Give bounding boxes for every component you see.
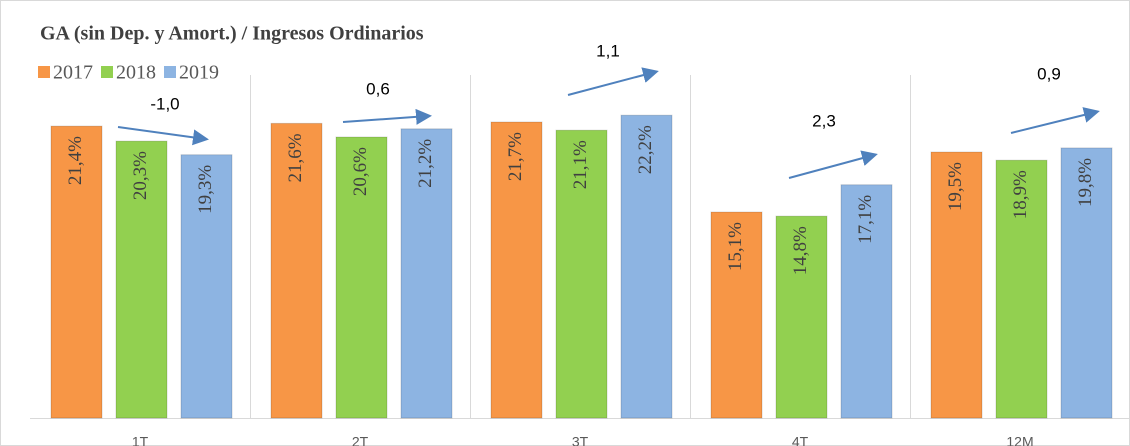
annotation-arrow — [567, 67, 659, 96]
annotation: -1,0 — [150, 94, 179, 113]
value-label: 15,1% — [725, 222, 746, 271]
value-label: 21,2% — [415, 139, 436, 188]
legend-label: 2019 — [179, 62, 219, 84]
x-tick-label: 3T — [572, 434, 589, 446]
bar — [775, 215, 828, 419]
legend-swatch — [164, 66, 176, 78]
value-label: 19,3% — [195, 165, 216, 214]
annotation: 0,6 — [366, 79, 390, 98]
annotation: 0,9 — [1037, 64, 1061, 83]
chart-title: GA (sin Dep. y Amort.) / Ingresos Ordina… — [40, 23, 424, 45]
value-label: 20,6% — [350, 147, 371, 196]
value-label: 19,8% — [1075, 158, 1096, 207]
value-label: 21,6% — [285, 133, 306, 182]
x-tick-label: 1T — [132, 434, 149, 446]
x-tick-label: 2T — [352, 434, 369, 446]
x-tick-label: 12M — [1006, 434, 1033, 446]
annotation: 1,1 — [596, 41, 620, 60]
value-label: 18,9% — [1010, 170, 1031, 219]
bar — [620, 114, 673, 419]
annotation-arrow — [117, 126, 209, 146]
bar — [995, 159, 1048, 419]
annotation-arrow — [342, 108, 432, 125]
bar — [710, 211, 763, 419]
annotation: 2,3 — [812, 111, 836, 130]
bar — [50, 125, 103, 419]
legend-label: 2017 — [53, 62, 93, 84]
annotation-arrow — [1010, 107, 1100, 134]
legend-label: 2018 — [116, 62, 156, 84]
value-label: 20,3% — [130, 151, 151, 200]
value-label: 19,5% — [945, 162, 966, 211]
value-label: 21,4% — [65, 136, 86, 185]
bar — [270, 122, 323, 419]
bar — [1060, 147, 1113, 419]
value-label: 17,1% — [855, 195, 876, 244]
bar — [335, 136, 388, 419]
value-label: 21,1% — [570, 140, 591, 189]
value-label: 14,8% — [790, 226, 811, 275]
value-label: 21,7% — [505, 132, 526, 181]
bar — [490, 121, 543, 419]
bar — [400, 128, 453, 419]
bar — [840, 184, 893, 419]
legend-swatch — [38, 66, 50, 78]
x-tick-label: 4T — [792, 434, 809, 446]
bar — [115, 140, 168, 419]
annotation-arrow — [788, 150, 878, 179]
bar — [555, 129, 608, 419]
value-label: 22,2% — [635, 125, 656, 174]
legend-swatch — [101, 66, 113, 78]
bar — [930, 151, 983, 419]
bar — [180, 154, 233, 419]
